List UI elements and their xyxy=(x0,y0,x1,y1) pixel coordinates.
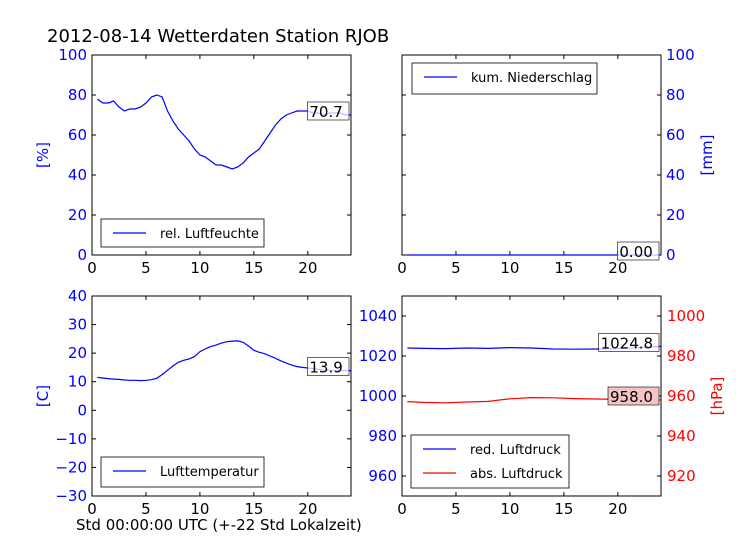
precip-ytick-label: 40 xyxy=(666,166,685,184)
pressure-y2tick-label: 940 xyxy=(667,427,696,445)
humidity-y-label: [%] xyxy=(34,142,52,168)
precip-xtick-label: 15 xyxy=(554,259,573,277)
temperature-xtick-label: 0 xyxy=(87,500,97,518)
humidity-ytick-label: 20 xyxy=(68,206,87,224)
x-axis-label: Std 00:00:00 UTC (+-22 Std Lokalzeit) xyxy=(76,516,362,534)
precip-ytick-label: 20 xyxy=(666,206,685,224)
temperature-annotation-box xyxy=(307,357,350,376)
precip-ytick-label: 80 xyxy=(666,86,685,104)
figure-title: 2012-08-14 Wetterdaten Station RJOB xyxy=(47,26,390,47)
pressure-xtick-label: 20 xyxy=(608,500,627,518)
humidity-xtick-label: 5 xyxy=(141,259,151,277)
pressure-y2tick-label: 1000 xyxy=(667,307,705,325)
pressure-xtick-label: 0 xyxy=(397,500,407,518)
pressure-xtick-label: 10 xyxy=(500,500,519,518)
humidity-xtick-label: 20 xyxy=(298,259,317,277)
temperature-y-label: [C] xyxy=(34,385,52,407)
precip-xtick-label: 0 xyxy=(397,259,407,277)
pressure-annotation-label: 958.0 xyxy=(610,388,653,406)
humidity-ytick-label: 40 xyxy=(68,166,87,184)
temperature-xtick-label: 20 xyxy=(298,500,317,518)
precip-annotation-label: 0.00 xyxy=(619,243,652,261)
precip-xtick-label: 20 xyxy=(608,259,627,277)
pressure-annotation-box xyxy=(607,386,660,406)
precip-ytick-label: 60 xyxy=(666,126,685,144)
pressure-ytick-label: 980 xyxy=(368,427,397,445)
temperature-legend-label: Lufttemperatur xyxy=(160,465,259,480)
precip-xtick-label: 10 xyxy=(500,259,519,277)
precip-legend xyxy=(411,62,598,95)
humidity-ytick-label: 0 xyxy=(77,246,87,264)
temperature-ytick-label: 40 xyxy=(68,287,87,305)
humidity-frame xyxy=(91,54,352,256)
pressure-ytick-label: 960 xyxy=(368,467,397,485)
pressure-y2-label: [hPa] xyxy=(708,377,726,416)
pressure-xtick-label: 15 xyxy=(554,500,573,518)
temperature-ytick-label: 20 xyxy=(68,344,87,362)
temperature-ytick-label: −20 xyxy=(55,458,87,476)
temperature-ytick-label: −30 xyxy=(55,487,87,505)
pressure-ytick-label: 1020 xyxy=(359,347,397,365)
humidity-ytick-label: 80 xyxy=(68,86,87,104)
pressure-ytick-label: 1040 xyxy=(359,307,397,325)
pressure-y2tick-label: 980 xyxy=(667,347,696,365)
temperature-ytick-label: −10 xyxy=(55,430,87,448)
humidity-xtick-label: 15 xyxy=(244,259,263,277)
humidity-xtick-label: 0 xyxy=(87,259,97,277)
humidity-legend-label: rel. Luftfeuchte xyxy=(160,227,259,242)
precip-ytick-label: 0 xyxy=(666,246,676,264)
humidity-annotation-box xyxy=(307,101,350,121)
temperature-frame xyxy=(91,295,352,497)
temperature-legend xyxy=(100,456,265,488)
pressure-legend-label: abs. Luftdruck xyxy=(470,467,563,482)
humidity-annotation-label: 70.7 xyxy=(309,103,342,121)
humidity-ytick-label: 60 xyxy=(68,126,87,144)
precip-legend-label: kum. Niederschlag xyxy=(471,71,592,86)
precip-annotation-box xyxy=(617,241,660,261)
temperature-annotation-label: 13.9 xyxy=(309,359,342,377)
temperature-xtick-label: 10 xyxy=(190,500,209,518)
pressure-y2tick-label: 960 xyxy=(667,387,696,405)
pressure-legend xyxy=(410,434,570,489)
pressure-ytick-label: 1000 xyxy=(359,387,397,405)
temperature-xtick-label: 15 xyxy=(244,500,263,518)
pressure-legend-label: red. Luftdruck xyxy=(470,443,561,458)
precip-y-label: [mm] xyxy=(698,135,716,176)
pressure-annotation-label: 1024.8 xyxy=(601,334,654,352)
pressure-xtick-label: 5 xyxy=(451,500,461,518)
pressure-y2tick-label: 920 xyxy=(667,467,696,485)
temperature-ytick-label: 0 xyxy=(77,401,87,419)
humidity-xtick-label: 10 xyxy=(190,259,209,277)
humidity-ytick-label: 100 xyxy=(58,46,87,64)
temperature-ytick-label: 10 xyxy=(68,373,87,391)
precip-ytick-label: 100 xyxy=(666,46,695,64)
precip-xtick-label: 5 xyxy=(451,259,461,277)
temperature-xtick-label: 5 xyxy=(141,500,151,518)
pressure-annotation-box xyxy=(598,333,660,352)
temperature-ytick-label: 30 xyxy=(68,316,87,334)
